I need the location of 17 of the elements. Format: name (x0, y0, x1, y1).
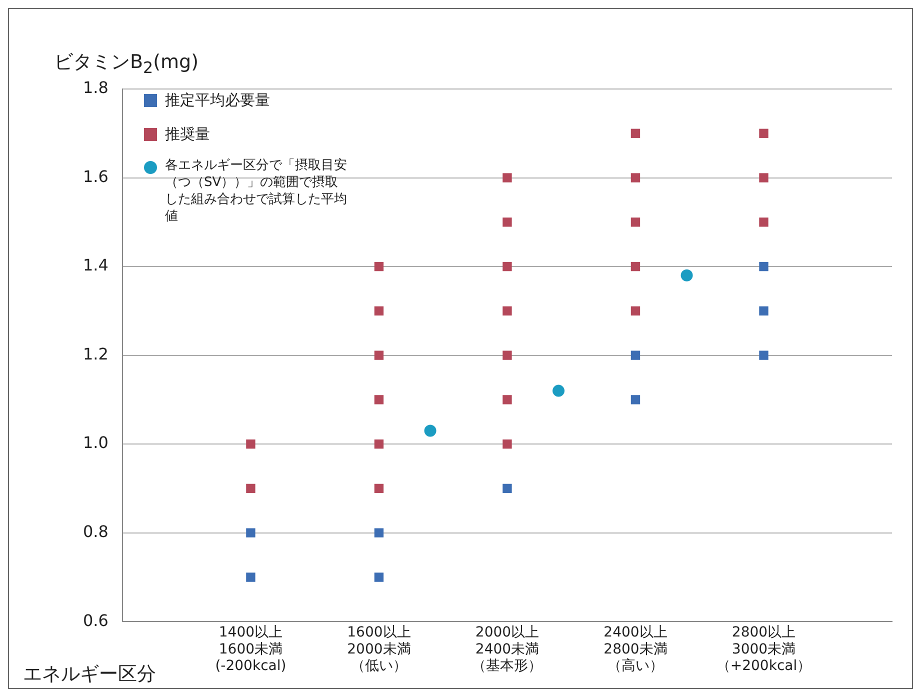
legend-label: 推定平均必要量 (165, 91, 270, 110)
y-tick-label: 0.6 (82, 610, 108, 630)
y-axis-title: ビタミンB$_{2}$(mg) (54, 50, 199, 77)
legend-label: 各エネルギー区分で「摂取目安（つ（SV））」の範囲で摂取した組み合わせで試算した平均値 (165, 158, 348, 226)
x-tick-label: 2400以上 2800未満（高い） (604, 624, 668, 674)
y-tick-label: 1.4 (82, 256, 108, 275)
y-tick-label: 1.2 (82, 344, 108, 364)
x-tick-label: 2800以上 3000未満（+200kcal） (716, 624, 812, 674)
x-tick-label: 1400以上 1600未満 (-200kcal) (215, 624, 286, 674)
y-tick-label: 1.0 (82, 433, 108, 452)
x-tick-label: 1600以上 2000未満（低い） (347, 624, 411, 674)
y-tick-label: 1.6 (82, 166, 108, 186)
x-tick-label: 2000以上 2400未満（基本形） (472, 624, 542, 674)
y-tick-label: 1.8 (82, 78, 108, 98)
y-tick-label: 0.8 (82, 522, 108, 541)
x-axis-title: エネルギー区分 (23, 662, 156, 687)
legend-label: 推奨量 (165, 124, 210, 144)
